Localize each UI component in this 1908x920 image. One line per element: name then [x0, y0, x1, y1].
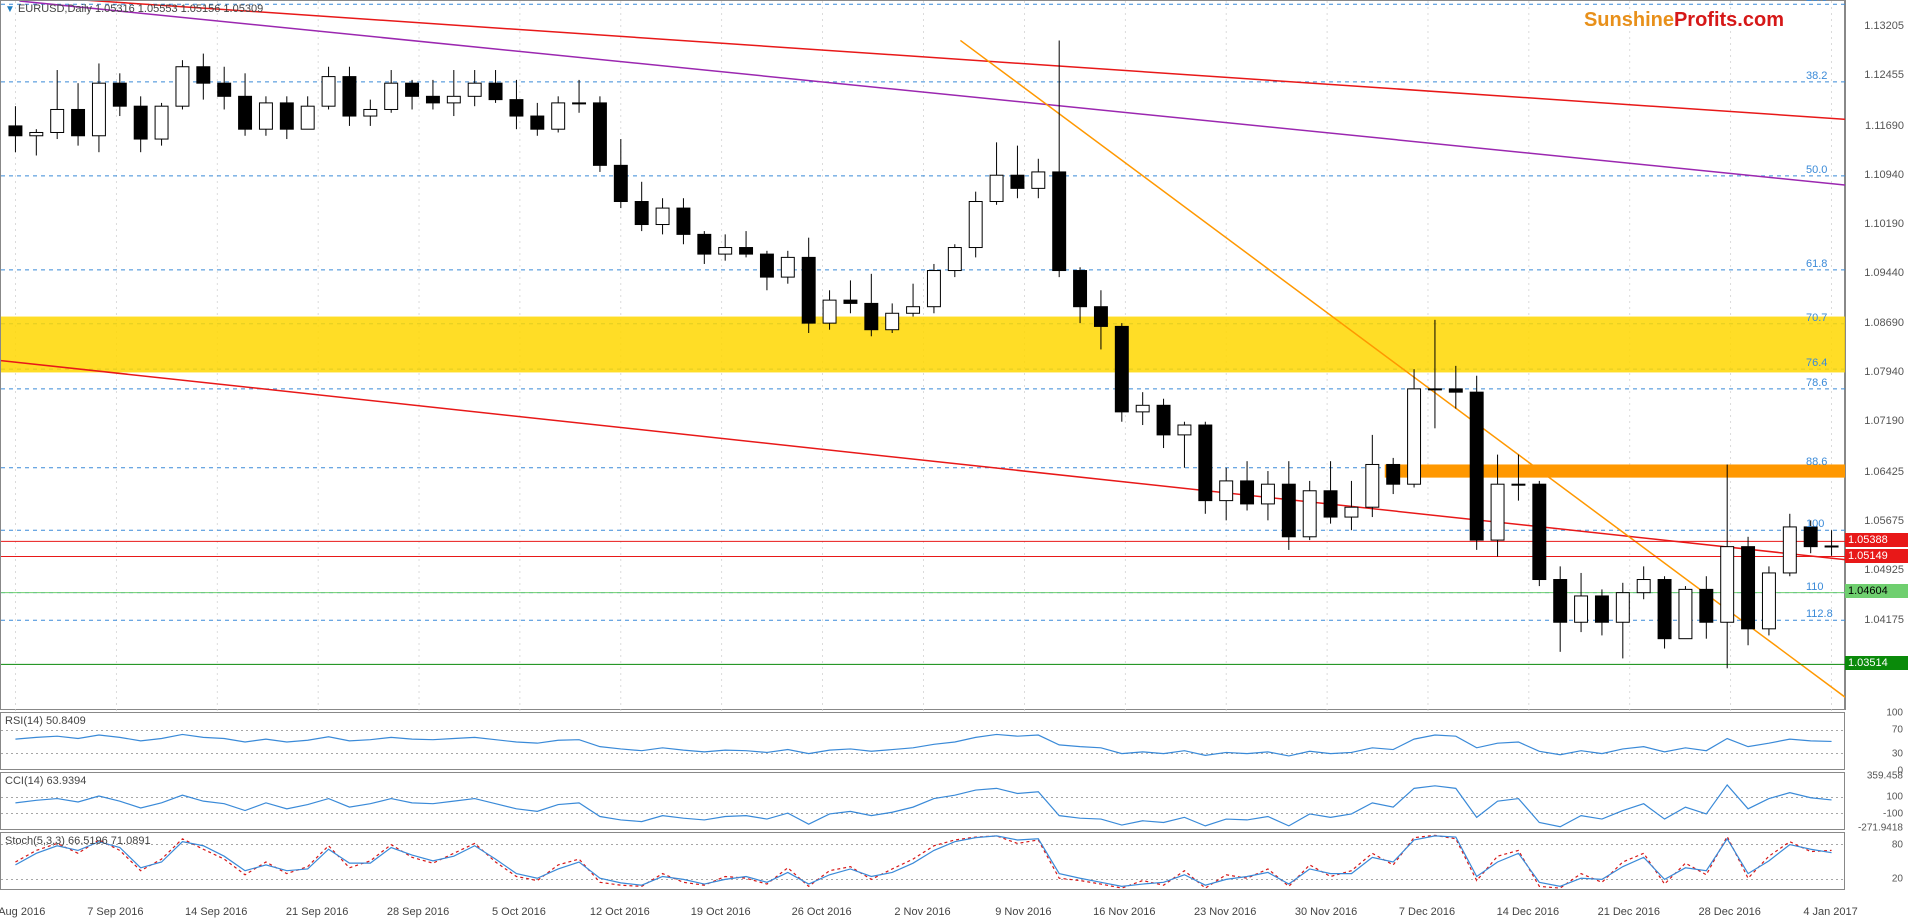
indicator-title: CCI(14) 63.9394 [5, 775, 86, 787]
fib-label: 100 [1806, 518, 1824, 530]
date-tick: 23 Nov 2016 [1194, 906, 1256, 918]
date-tick: 2 Nov 2016 [894, 906, 950, 918]
indicator-panel[interactable]: RSI(14) 50.840910070300 [0, 712, 1845, 770]
chart-svg [1, 1, 1846, 711]
date-tick: 14 Sep 2016 [185, 906, 247, 918]
price-tick: 1.05675 [1864, 515, 1904, 527]
date-tick: 7 Sep 2016 [87, 906, 143, 918]
date-tick: 30 Nov 2016 [1295, 906, 1357, 918]
date-tick: 31 Aug 2016 [0, 906, 45, 918]
date-tick: 28 Sep 2016 [387, 906, 449, 918]
fib-label: 38.2 [1806, 70, 1827, 82]
price-label: 1.04604 [1845, 584, 1908, 598]
indicator-tick: 30 [1892, 748, 1903, 759]
indicator-title: Stoch(5,3,3) 66.5196 71.0891 [5, 835, 151, 847]
date-tick: 21 Sep 2016 [286, 906, 348, 918]
date-tick: 7 Dec 2016 [1399, 906, 1455, 918]
indicator-axis: 80 20 [1844, 833, 1907, 889]
indicator-tick: 80 [1892, 839, 1903, 850]
fib-label: 70.7 [1806, 312, 1827, 324]
fib-label: 88.6 [1806, 456, 1827, 468]
fib-label: 78.6 [1806, 377, 1827, 389]
fib-label: 23.6 [1806, 0, 1827, 4]
indicator-tick: 20 [1892, 874, 1903, 885]
fib-label: 112.8 [1806, 608, 1833, 620]
date-tick: 9 Nov 2016 [995, 906, 1051, 918]
indicator-title: RSI(14) 50.8409 [5, 715, 86, 727]
indicator-tick: 100 [1886, 792, 1903, 803]
price-chart-panel[interactable]: ▼ EURUSD,Daily 1.05316 1.05553 1.05156 1… [0, 0, 1845, 710]
date-tick: 16 Nov 2016 [1093, 906, 1155, 918]
watermark-a: Sunshine [1584, 9, 1674, 31]
price-tick: 1.06425 [1864, 466, 1904, 478]
indicator-tick: 100 [1886, 708, 1903, 719]
fib-label: 110 [1806, 581, 1824, 593]
forex-chart: ▼ EURUSD,Daily 1.05316 1.05553 1.05156 1… [0, 0, 1908, 920]
price-label: 1.05388 [1845, 533, 1908, 547]
indicator-tick: 70 [1892, 725, 1903, 736]
price-tick: 1.10940 [1864, 169, 1904, 181]
watermark: SunshineProfits.com [1584, 9, 1784, 32]
indicator-axis: 359.458100-100-271.9418 [1844, 773, 1907, 829]
watermark-b: Profits.com [1674, 9, 1784, 31]
price-tick: 1.10190 [1864, 218, 1904, 230]
dropdown-icon[interactable]: ▼ [5, 4, 15, 15]
indicator-panel[interactable]: CCI(14) 63.9394359.458100-100-271.9418 [0, 772, 1845, 830]
symbol-ohlc: EURUSD,Daily 1.05316 1.05553 1.05156 1.0… [18, 3, 263, 15]
price-axis: 1.13205 1.12455 1.11690 1.10940 1.10190 1.094… [1845, 0, 1908, 710]
date-tick: 28 Dec 2016 [1698, 906, 1760, 918]
date-tick: 26 Oct 2016 [792, 906, 852, 918]
fib-label: 61.8 [1806, 258, 1827, 270]
price-tick: 1.08690 [1864, 317, 1904, 329]
date-tick: 14 Dec 2016 [1497, 906, 1559, 918]
price-tick: 1.12455 [1864, 69, 1904, 81]
price-tick: 1.04175 [1864, 614, 1904, 626]
indicator-axis: 10070300 [1844, 713, 1907, 769]
price-tick: 1.11690 [1865, 120, 1904, 132]
date-tick: 12 Oct 2016 [590, 906, 650, 918]
price-tick: 1.04925 [1864, 564, 1904, 576]
price-tick: 1.13205 [1864, 20, 1904, 32]
date-tick: 21 Dec 2016 [1598, 906, 1660, 918]
indicator-tick: -271.9418 [1858, 823, 1903, 834]
fib-label: 50.0 [1806, 164, 1827, 176]
indicator-panel[interactable]: Stoch(5,3,3) 66.5196 71.08918020 [0, 832, 1845, 890]
price-label: 1.03514 [1845, 656, 1908, 670]
indicator-tick: 359.458 [1867, 770, 1903, 781]
price-tick: 1.07940 [1864, 366, 1904, 378]
chart-title: ▼ EURUSD,Daily 1.05316 1.05553 1.05156 1… [5, 3, 263, 15]
price-tick: 1.09440 [1864, 267, 1904, 279]
fib-label: 76.4 [1806, 357, 1827, 369]
date-axis: 31 Aug 2016 7 Sep 2016 14 Sep 2016 21 Sep 2… [0, 900, 1845, 920]
date-tick: 5 Oct 2016 [492, 906, 546, 918]
price-label: 1.05149 [1845, 549, 1908, 563]
indicator-tick: -100 [1883, 808, 1903, 819]
price-tick: 1.07190 [1864, 415, 1904, 427]
date-tick: 19 Oct 2016 [691, 906, 751, 918]
date-tick: 4 Jan 2017 [1803, 906, 1857, 918]
